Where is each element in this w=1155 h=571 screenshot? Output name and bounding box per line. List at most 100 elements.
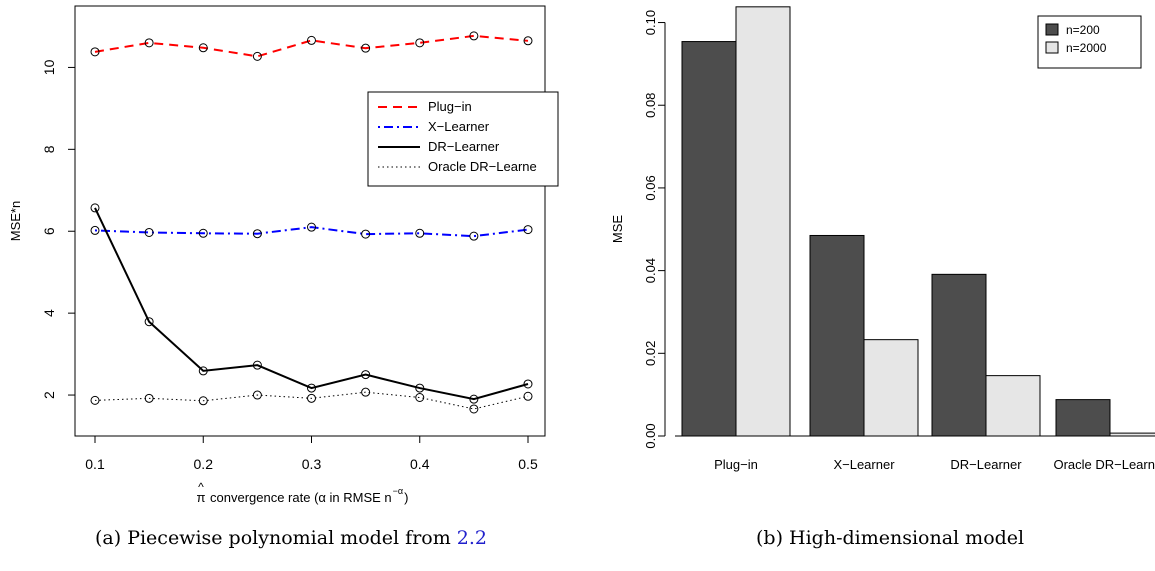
plot-frame — [74, 5, 546, 437]
y-tick-label: 0.04 — [643, 258, 658, 283]
legend-label: X−Learner — [428, 119, 490, 134]
data-point — [198, 366, 208, 376]
x-tick-label: 0.5 — [518, 456, 538, 472]
bar — [1055, 399, 1111, 437]
bar — [809, 234, 865, 437]
legend-label: Plug−in — [428, 99, 472, 114]
data-point — [144, 393, 154, 403]
legend-swatch — [1045, 41, 1059, 54]
data-point — [469, 231, 479, 241]
x-axis-label-superscript: −α — [393, 486, 403, 496]
data-point — [361, 387, 371, 397]
bars — [681, 6, 1155, 437]
data-point — [415, 383, 425, 393]
bar — [681, 41, 737, 437]
series-lines — [94, 34, 529, 410]
legend-label: Oracle DR−Learne — [428, 159, 537, 174]
category-label: X−Learner — [833, 457, 895, 472]
caption-b-text: (b) High-dimensional model — [756, 527, 1025, 549]
x-axis-label-text: convergence rate (α in RMSE n — [210, 490, 392, 505]
legend: n=200 n=2000 — [1037, 15, 1142, 69]
plot-box — [74, 5, 546, 437]
caption-a-reference-link[interactable]: 2.2 — [456, 527, 487, 549]
x-tick-label: 0.3 — [302, 456, 322, 472]
data-point — [415, 393, 425, 403]
y-tick-label: 0.06 — [643, 175, 658, 200]
bar — [735, 6, 791, 437]
series-line-dr-learner — [94, 207, 529, 401]
data-point — [523, 36, 533, 46]
legend-items: n=200 n=2000 — [1045, 23, 1107, 55]
data-point — [252, 360, 262, 370]
y-tick-label: 6 — [41, 227, 57, 235]
data-point — [307, 222, 316, 232]
mse-bar-chart: 0.00 0.02 0.04 0.06 0.08 0.10 Plug−in X−Learner… — [610, 6, 1155, 472]
series-line-oracle-dr-learne — [94, 391, 529, 410]
bar — [931, 273, 987, 437]
mse-line-chart: 0.1 0.2 0.3 0.4 0.5 2 4 6 8 10 MSE*n ^ π converge… — [8, 5, 559, 505]
caption-b: (b) High-dimensional model — [756, 527, 1024, 549]
data-point — [469, 394, 479, 404]
bar — [1109, 432, 1155, 437]
data-point — [361, 43, 371, 53]
data-point — [90, 225, 100, 235]
y-tick-label: 8 — [41, 145, 57, 153]
legend-label: n=200 — [1066, 23, 1100, 37]
bar — [863, 339, 919, 437]
series-line-x-learner — [94, 226, 529, 238]
data-point — [307, 35, 316, 45]
data-point — [361, 370, 371, 380]
pi-hat-hat: ^ — [198, 480, 204, 494]
data-point — [252, 51, 262, 61]
data-point — [90, 203, 100, 213]
axes: 0.1 0.2 0.3 0.4 0.5 2 4 6 8 10 — [41, 59, 538, 472]
pi-hat-symbol: π — [197, 490, 206, 505]
data-point — [252, 390, 262, 400]
data-point — [198, 43, 208, 53]
y-tick-label: 10 — [41, 59, 57, 75]
data-point — [90, 395, 100, 405]
data-point — [90, 47, 100, 57]
data-point — [361, 229, 371, 239]
data-point — [307, 383, 316, 393]
y-axis-label: MSE — [610, 215, 625, 244]
data-point — [144, 227, 154, 237]
legend-swatch — [1045, 23, 1059, 36]
legend-label: n=2000 — [1066, 41, 1107, 55]
legend-items: Plug−in X−Learner DR−Learner Oracle DR−Lear… — [378, 99, 537, 174]
y-tick-label: 2 — [41, 391, 57, 399]
x-tick-label: 0.1 — [85, 456, 105, 472]
data-point — [415, 228, 425, 238]
category-label: Oracle DR−Learner — [1053, 457, 1155, 472]
y-tick-label: 4 — [41, 309, 57, 317]
series-points — [90, 31, 533, 414]
category-label: Plug−in — [714, 457, 758, 472]
data-point — [469, 404, 479, 414]
data-point — [523, 391, 533, 401]
data-point — [415, 38, 425, 48]
data-point — [523, 379, 533, 389]
data-point — [198, 228, 208, 238]
data-point — [307, 393, 316, 403]
x-tick-label: 0.4 — [410, 456, 430, 472]
x-tick-label: 0.2 — [194, 456, 214, 472]
data-point — [144, 38, 154, 48]
y-axis-label: MSE*n — [8, 201, 23, 241]
data-point — [469, 31, 479, 41]
x-axis-label-close: ) — [404, 490, 408, 505]
bar — [985, 375, 1041, 437]
legend: Plug−in X−Learner DR−Learner Oracle DR−Lear… — [367, 91, 559, 187]
caption-a: (a) Piecewise polynomial model from 2.2 — [95, 527, 487, 549]
x-axis-label: ^ π convergence rate (α in RMSE n −α ) — [197, 480, 409, 505]
data-point — [198, 396, 208, 406]
data-point — [144, 317, 154, 327]
y-tick-label: 0.08 — [643, 93, 658, 118]
legend-label: DR−Learner — [428, 139, 500, 154]
data-point — [523, 225, 533, 235]
data-point — [252, 229, 262, 239]
y-tick-label: 0.02 — [643, 341, 658, 366]
y-tick-label: 0.10 — [643, 10, 658, 35]
y-tick-label: 0.00 — [643, 423, 658, 448]
category-label: DR−Learner — [950, 457, 1022, 472]
caption-a-text: (a) Piecewise polynomial model from — [95, 527, 457, 549]
